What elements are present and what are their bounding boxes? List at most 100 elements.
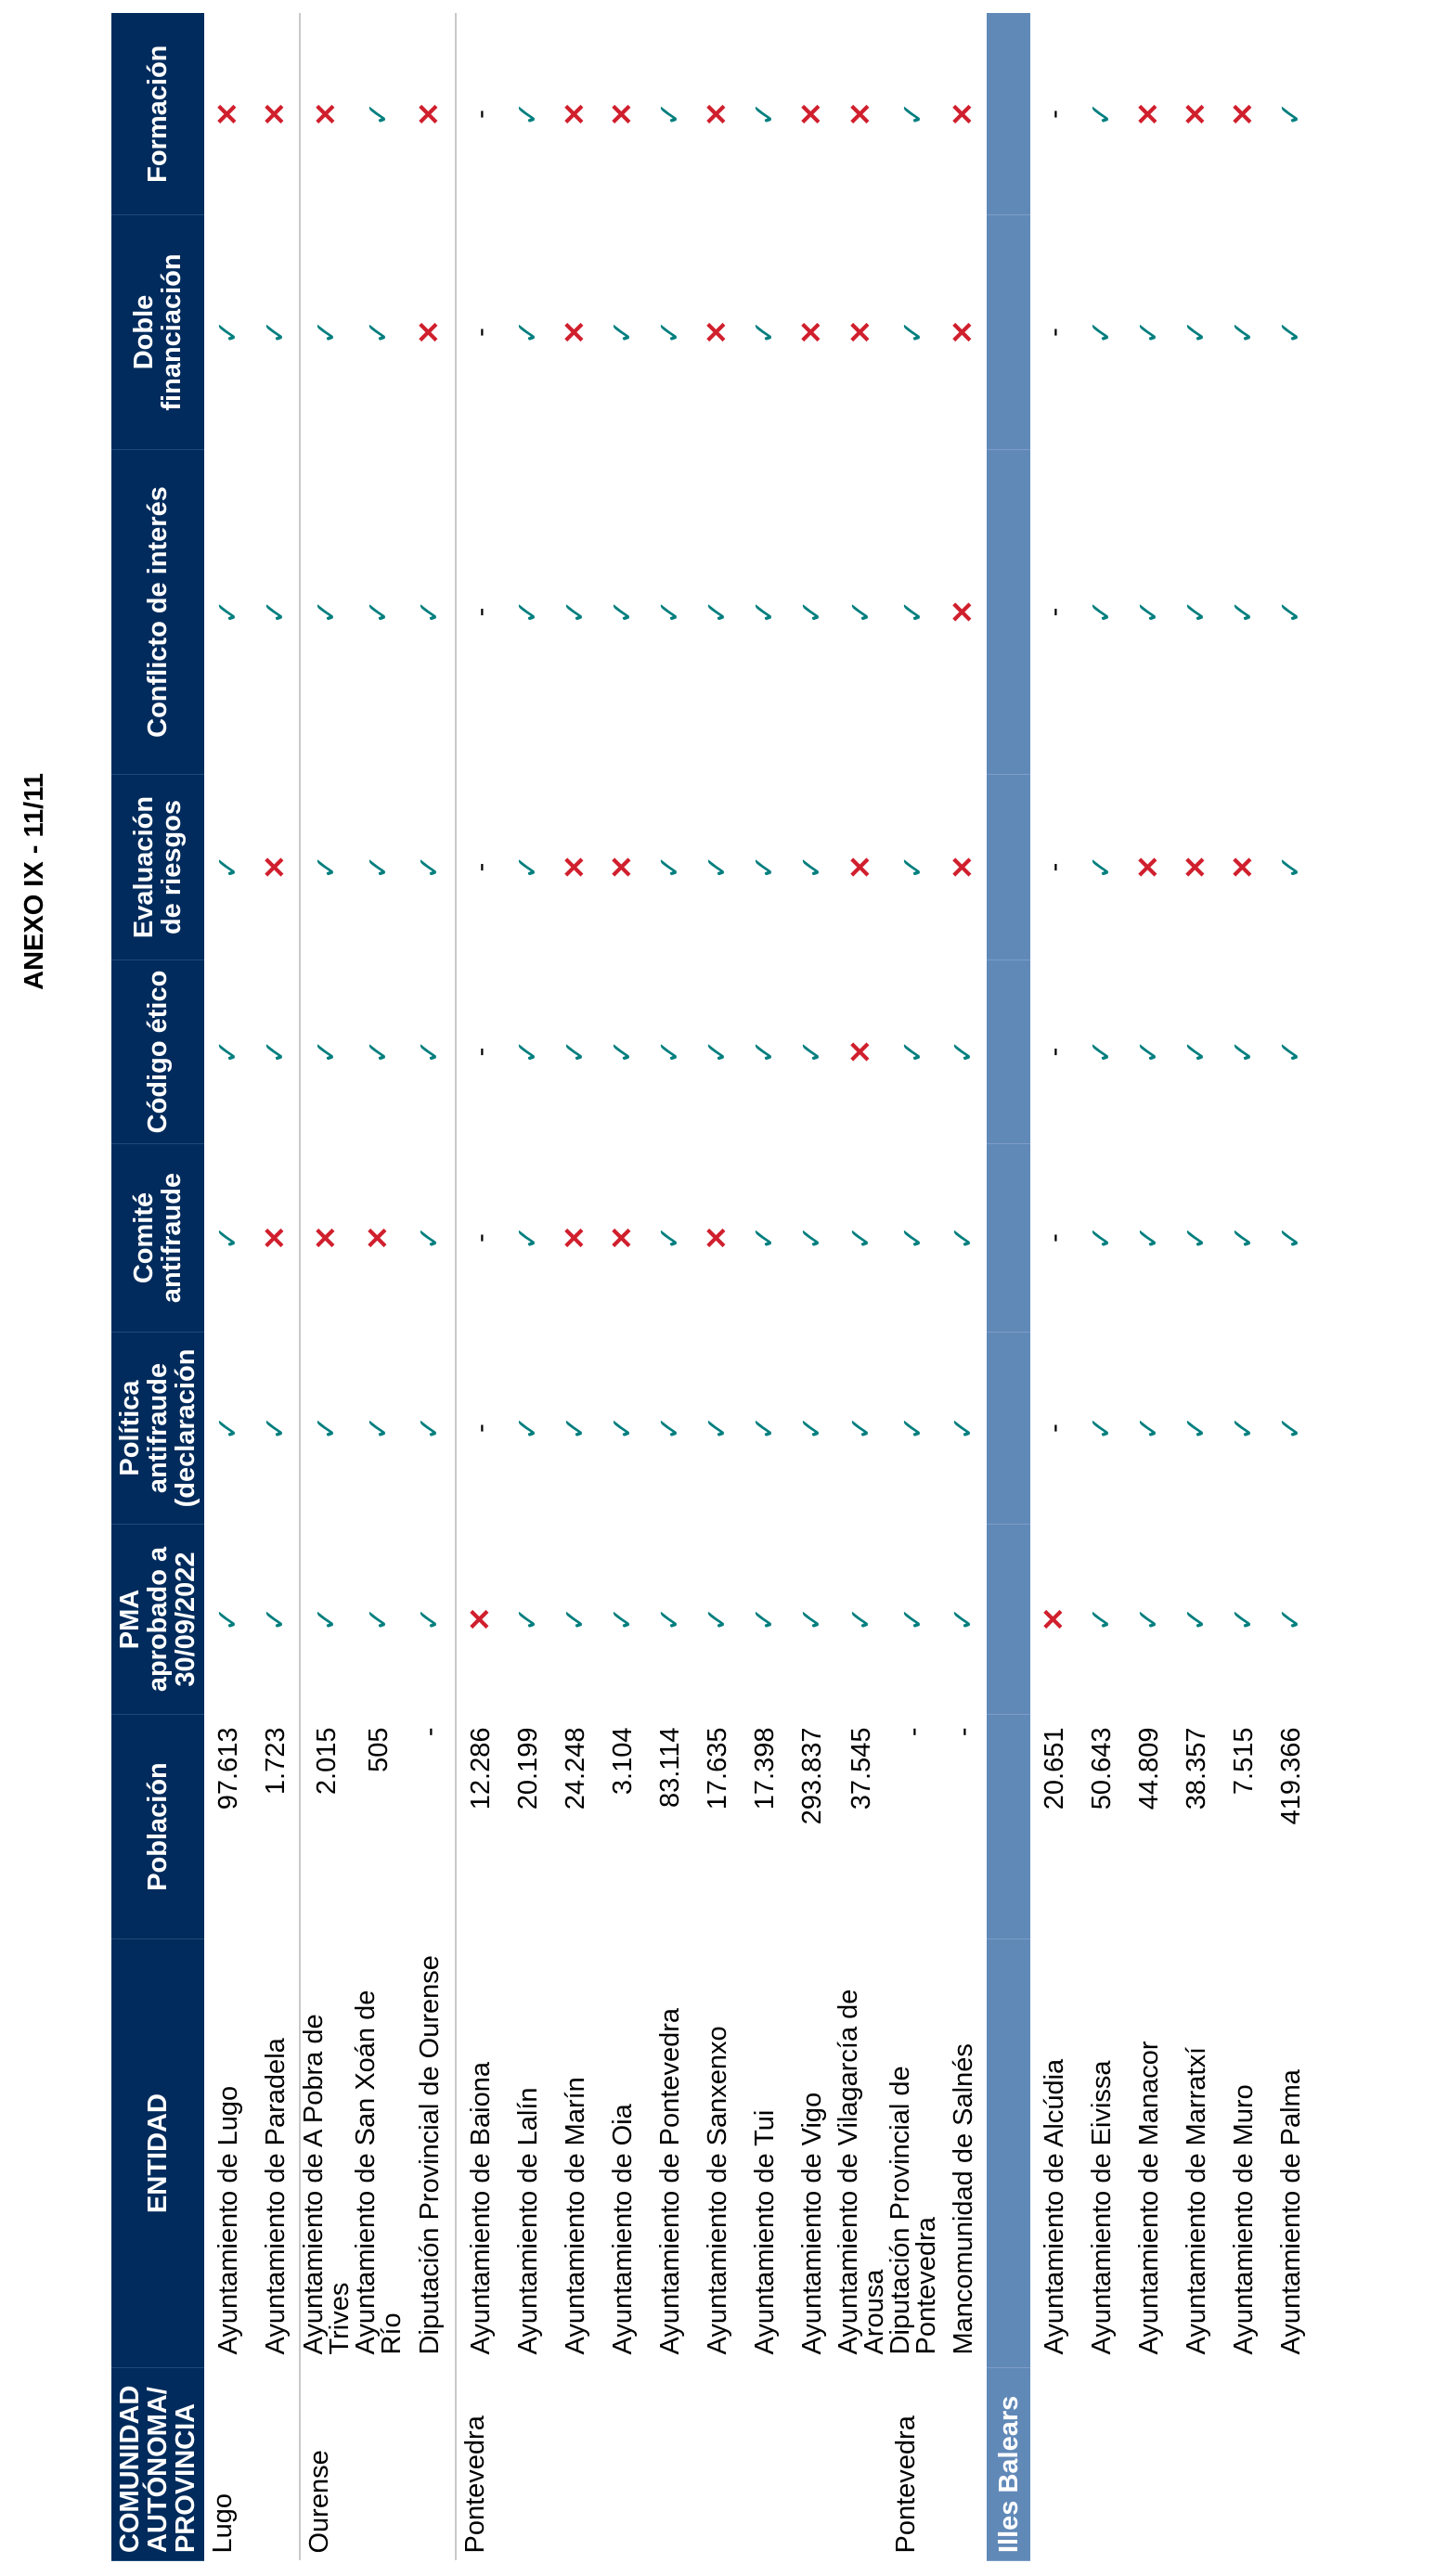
formacion-cell: ✕: [788, 14, 835, 215]
doble-cell: ✕: [405, 215, 456, 450]
check-icon: ✓: [557, 599, 591, 625]
formacion-cell: ✕: [300, 13, 353, 215]
header-pma: PMA aprobado a 30/09/2022: [111, 1524, 204, 1715]
check-icon: ✓: [746, 599, 781, 625]
check-icon: ✓: [1225, 1606, 1260, 1632]
codigo-cell: ✓: [646, 960, 693, 1144]
doble-cell: ✓: [1267, 215, 1314, 450]
cross-icon: ✕: [1225, 855, 1260, 880]
check-icon: ✓: [652, 599, 686, 625]
pma-cell: ✕: [1030, 1525, 1078, 1715]
check-icon: ✓: [794, 1606, 828, 1632]
check-icon: ✓: [1178, 1039, 1212, 1064]
poblacion-cell: 38.357: [1181, 1727, 1211, 1810]
codigo-cell: ✓: [300, 960, 353, 1144]
pma-cell: ✓: [835, 1525, 887, 1715]
politica-cell: ✓: [788, 1333, 835, 1525]
conflicto-cell: ✓: [887, 450, 939, 775]
header-evaluacion: Evaluación de riesgos: [111, 774, 204, 960]
comite-cell: ✓: [1125, 1144, 1172, 1333]
check-icon: ✓: [1225, 599, 1260, 625]
check-icon: ✓: [510, 855, 544, 880]
header-politica: Política antifraude (declaración: [111, 1332, 204, 1525]
codigo-cell: ✓: [252, 960, 300, 1144]
check-icon: ✓: [1083, 319, 1118, 345]
rotated-table-container: COMUNIDAD AUTÓNOMA/ PROVINCIA ENTIDAD Po…: [111, 13, 1420, 2561]
check-icon: ✓: [257, 1039, 291, 1064]
cross-icon: ✕: [309, 101, 343, 127]
check-icon: ✓: [309, 599, 343, 625]
conflicto-cell: ✕: [939, 450, 987, 775]
formacion-cell: ✕: [204, 14, 252, 215]
formacion-cell: ✕: [405, 14, 456, 215]
evaluacion-cell: ✓: [405, 775, 456, 960]
doble-cell: ✓: [887, 215, 939, 450]
entidad-cell: Mancomunidad de Salnés: [948, 2043, 978, 2355]
pma-cell: ✓: [252, 1525, 300, 1715]
check-icon: ✓: [699, 855, 733, 880]
header-comite: Comité antifraude: [111, 1143, 204, 1333]
poblacion-cell: -: [898, 1727, 928, 1737]
codigo-cell: ✓: [788, 960, 835, 1144]
check-icon: ✓: [896, 1415, 929, 1441]
check-icon: ✓: [1273, 599, 1307, 625]
poblacion-cell: 17.398: [749, 1727, 780, 1810]
cross-icon: ✕: [699, 319, 733, 345]
comite-cell: ✓: [504, 1144, 551, 1333]
formacion-cell: ✕: [551, 14, 599, 215]
doble-cell: ✓: [353, 215, 405, 450]
check-icon: ✓: [604, 1039, 639, 1064]
cross-icon: ✕: [309, 1225, 343, 1251]
check-icon: ✓: [794, 1039, 828, 1064]
check-icon: ✓: [652, 855, 686, 880]
comite-cell: ✓: [204, 1144, 252, 1333]
check-icon: ✓: [412, 1606, 446, 1632]
check-icon: ✓: [361, 1415, 394, 1441]
check-icon: ✓: [1131, 319, 1165, 345]
check-icon: ✓: [257, 599, 291, 625]
check-icon: ✓: [510, 1415, 544, 1441]
table-row: Pontevedra Diputación Provincial de Ponte…: [887, 14, 939, 2561]
header-row: COMUNIDAD AUTÓNOMA/ PROVINCIA ENTIDAD Po…: [111, 13, 204, 2561]
cross-icon: ✕: [945, 101, 979, 127]
check-icon: ✓: [896, 599, 929, 625]
pma-cell: ✓: [405, 1525, 456, 1715]
pma-cell: ✓: [741, 1525, 788, 1715]
region-band-cell: [987, 960, 1030, 1144]
evaluacion-cell: ✕: [1172, 775, 1220, 960]
comite-cell: ✕: [599, 1144, 646, 1333]
cross-icon: ✕: [1131, 855, 1165, 880]
check-icon: ✓: [746, 1415, 781, 1441]
check-icon: ✓: [257, 319, 291, 345]
formacion-cell: ✓: [353, 14, 405, 215]
formacion-cell: ✕: [1220, 14, 1267, 215]
evaluacion-cell: ✓: [741, 775, 788, 960]
poblacion-cell: 12.286: [456, 1714, 504, 1939]
comite-cell: ✓: [1172, 1144, 1220, 1333]
entidad-cell: Ayuntamiento de San Xoán de Río: [353, 1990, 405, 2355]
conflicto-cell: ✓: [599, 450, 646, 775]
group-label-cell: Pontevedra: [456, 2367, 887, 2561]
region-band-label: Illes Balears: [987, 2367, 1030, 2561]
conflicto-cell: ✓: [1220, 450, 1267, 775]
check-icon: ✓: [652, 319, 686, 345]
comite-cell: ✓: [646, 1144, 693, 1333]
conflicto-cell: -: [456, 449, 504, 775]
comite-cell: ✕: [353, 1144, 405, 1333]
doble-cell: ✕: [693, 215, 741, 450]
evaluacion-cell: ✓: [1267, 775, 1314, 960]
codigo-cell: ✓: [693, 960, 741, 1144]
codigo-cell: ✕: [835, 960, 887, 1144]
doble-cell: ✓: [1220, 215, 1267, 450]
region-band: Illes Balears: [987, 13, 1030, 2561]
table-row: Diputación Provincial de Ourense - ✓ ✓ ✓ ✓ ✓ ✓ ✕…: [405, 14, 456, 2561]
table-row: Ayuntamiento de Pontevedra 83.114 ✓ ✓ ✓ ✓ ✓ ✓ ✓ ✓…: [646, 14, 693, 2561]
dash-value: -: [465, 1233, 496, 1243]
header-doble: Doble financiación: [111, 214, 204, 450]
check-icon: ✓: [257, 1606, 291, 1632]
